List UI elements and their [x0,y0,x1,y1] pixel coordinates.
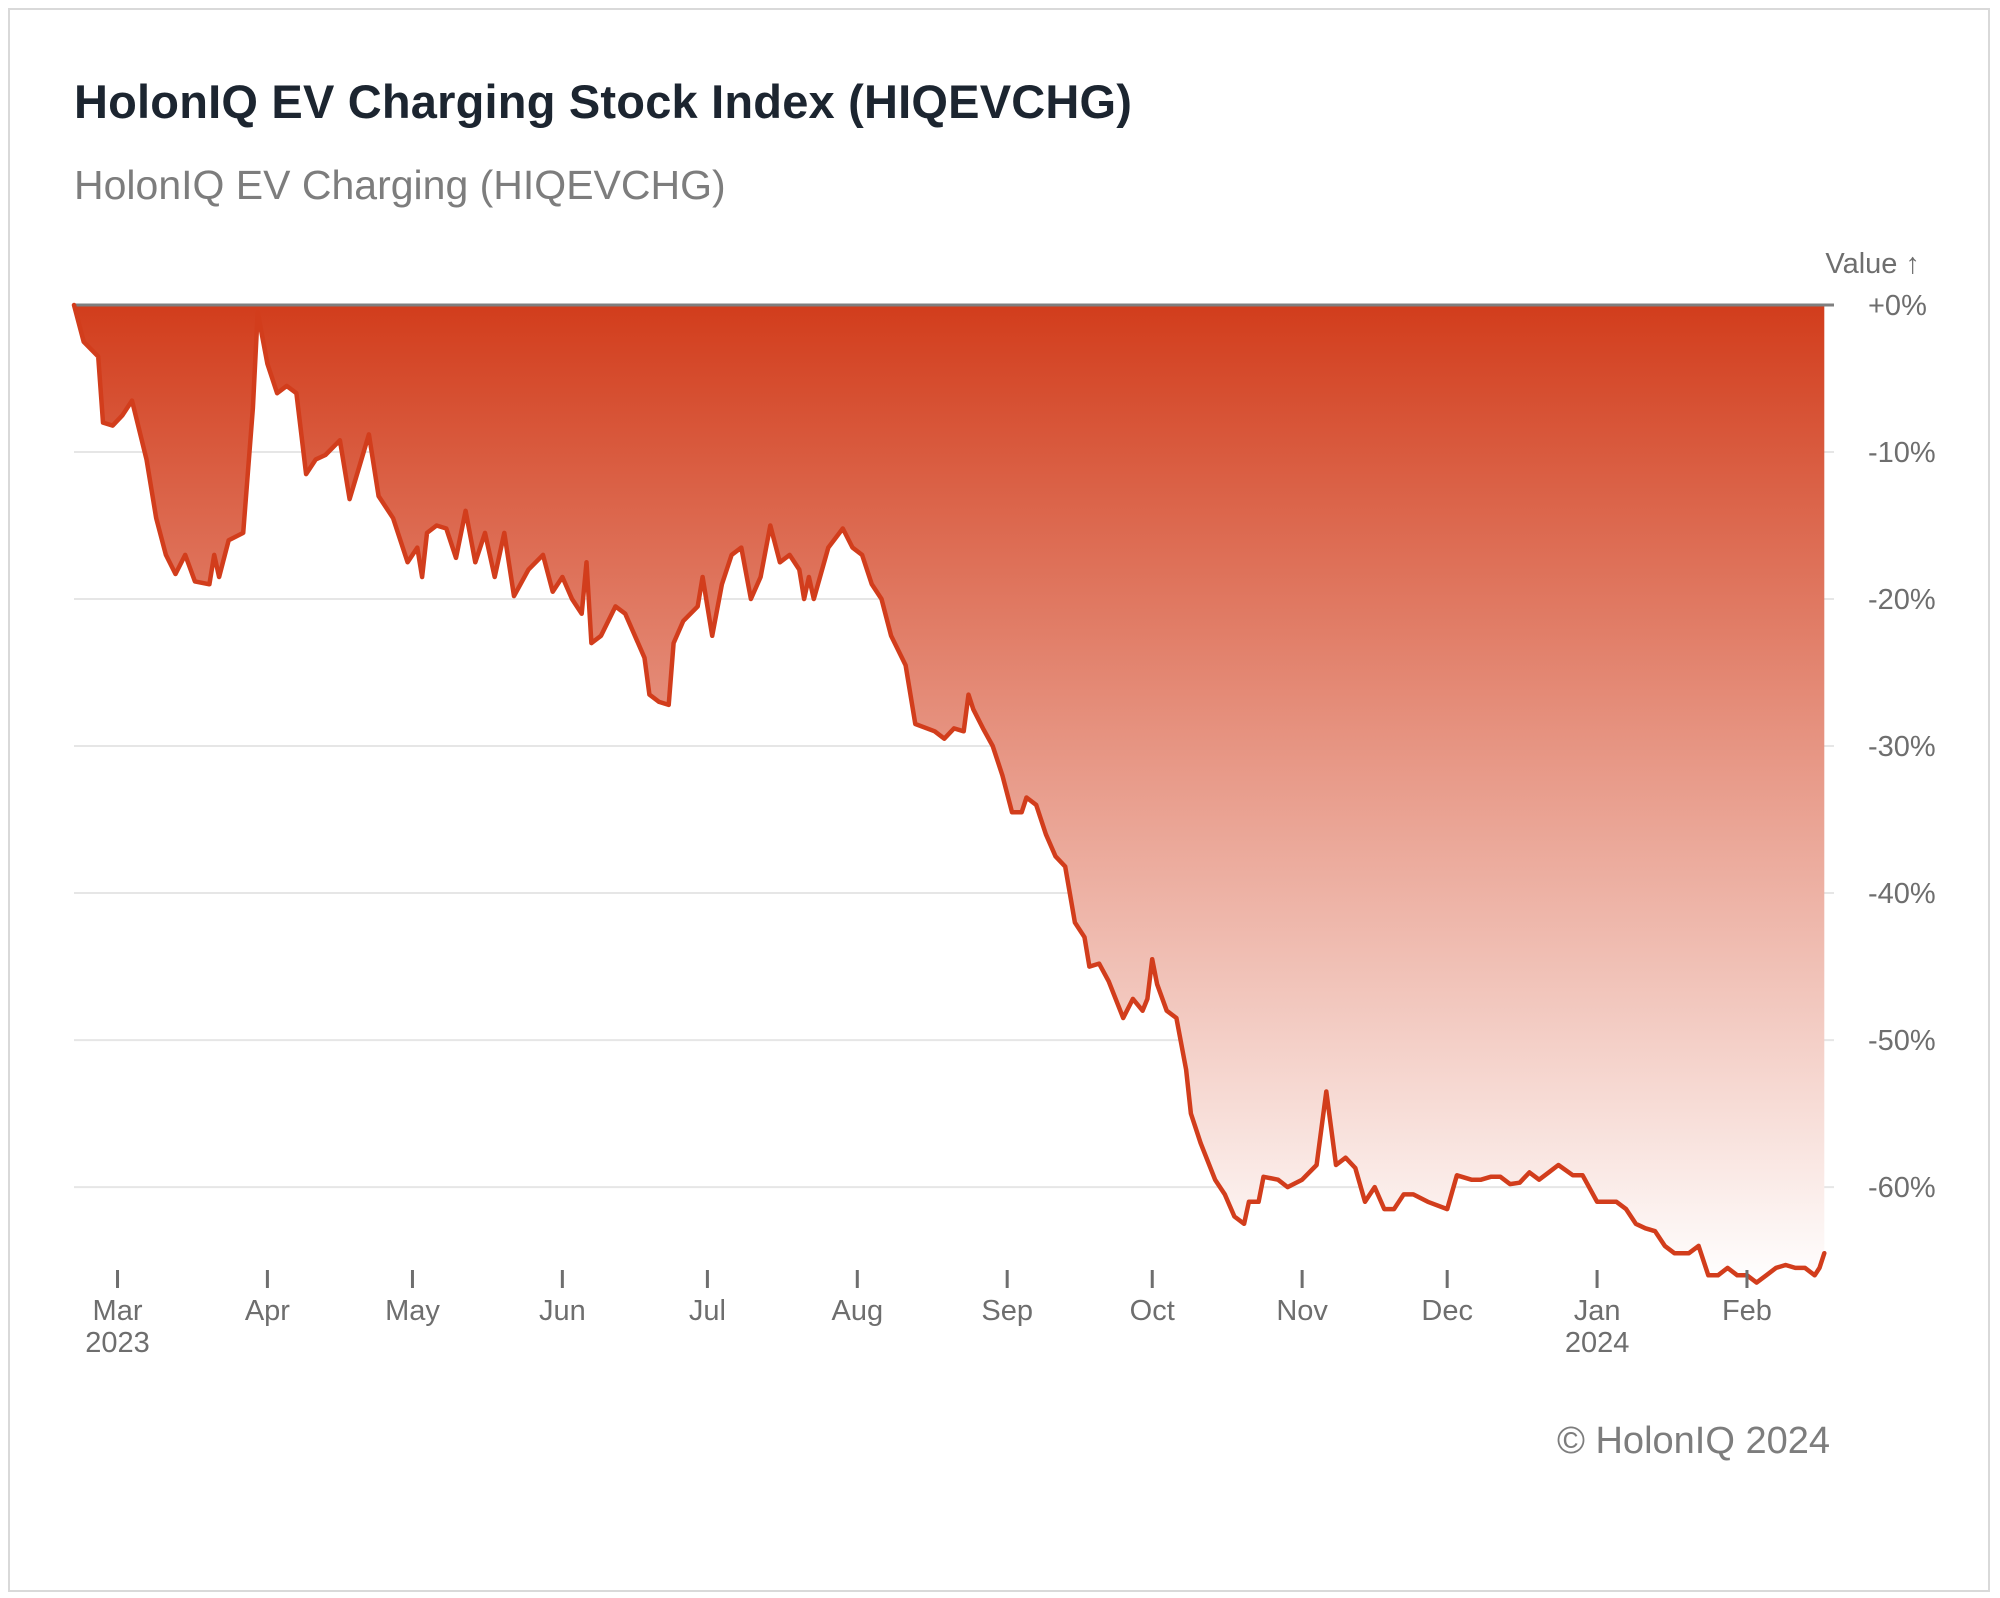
series-area [74,305,1825,1283]
copyright-notice: © HolonIQ 2024 [1556,1420,1830,1462]
x-tick-label: Oct [1130,1295,1175,1327]
chart-title: HolonIQ EV Charging Stock Index (HIQEVCH… [74,75,1133,128]
x-tick-label: Sep [981,1295,1033,1327]
y-tick-label: -50% [1868,1025,1936,1057]
x-tick-label: Nov [1276,1295,1328,1327]
y-tick-label: -60% [1868,1172,1936,1204]
chart-subtitle: HolonIQ EV Charging (HIQEVCHG) [74,162,726,208]
x-tick-label: Dec [1421,1295,1473,1327]
x-tick-label: Feb [1722,1295,1772,1327]
series-line [71,302,1827,1285]
y-tick-label: -10% [1868,437,1936,469]
x-tick-label: Apr [245,1295,290,1327]
y-axis-title: Value ↑ [1825,248,1920,280]
x-tick-label: Mar [93,1295,143,1327]
x-tick-label: Jun [539,1295,586,1327]
x-tick-label: May [385,1295,440,1327]
y-tick-label: +0% [1868,290,1927,322]
x-tick-year-label: 2024 [1565,1327,1630,1359]
y-tick-label: -40% [1868,878,1936,910]
x-tick-label: Jul [689,1295,726,1327]
x-tick-label: Aug [831,1295,883,1327]
x-tick-year-label: 2023 [85,1327,150,1359]
x-tick-label: Jan [1574,1295,1621,1327]
y-axis: +0% -10% -20% -30% -40% -50% -60% [1868,290,1936,1204]
y-tick-label: -30% [1868,731,1936,763]
y-tick-label: -20% [1868,584,1936,616]
